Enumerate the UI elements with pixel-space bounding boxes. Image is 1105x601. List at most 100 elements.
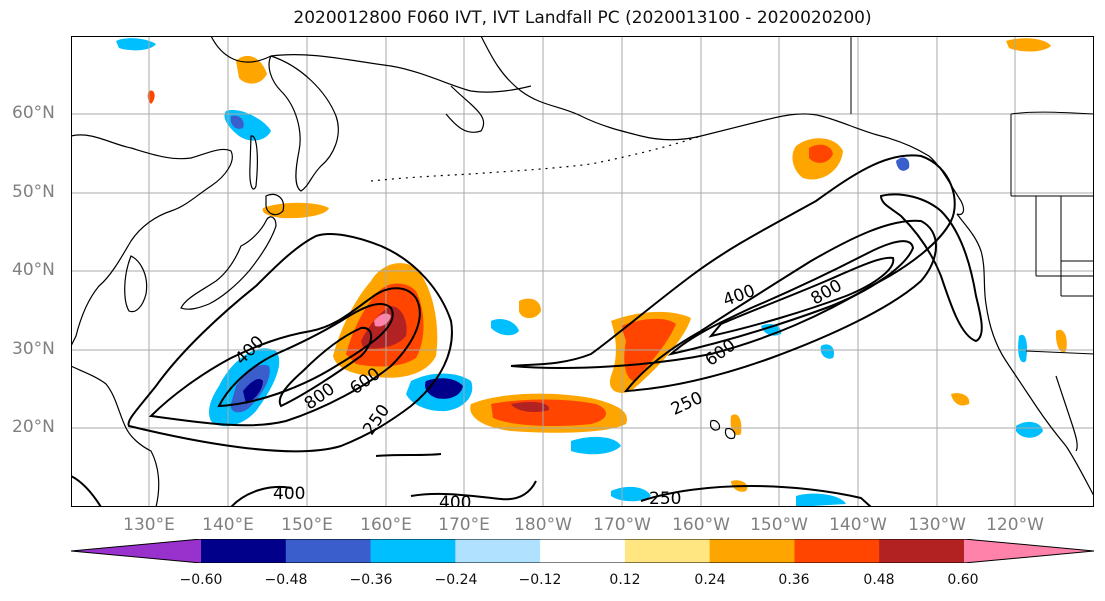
lon-label-120w: 120°W (986, 515, 1044, 535)
blue-shade-south-3 (796, 493, 846, 507)
blue-shade-west-coast (1018, 334, 1028, 363)
lon-label-140e: 140°E (202, 515, 254, 535)
lon-label-170e: 170°E (438, 515, 490, 535)
warm-shade-hawaii (730, 414, 742, 436)
warm-shade-nw-pacific-peak (374, 313, 391, 327)
colorbar-segment (624, 539, 711, 563)
lat-label-60: 60°N (12, 103, 55, 123)
lat-label-20: 20°N (12, 417, 55, 437)
colorbar-extension-high (964, 539, 1094, 563)
warm-shade-east-2 (1055, 329, 1067, 353)
blue-shade-midpacific-core (425, 378, 463, 399)
map-border (71, 36, 1094, 507)
colorbar-tick-label: 0.36 (778, 572, 810, 588)
lon-label-130e: 130°E (123, 515, 175, 535)
coast-china-south (71, 365, 160, 507)
warm-shade-central-north (519, 298, 541, 319)
blue-shade-east-gulf (896, 157, 910, 171)
contour-600-east (667, 240, 915, 356)
blue-shade-topleft (116, 38, 156, 51)
coast-hawaii (709, 419, 721, 431)
colorbar-tick-label: −0.36 (349, 572, 393, 588)
colorbar (71, 539, 1094, 563)
contour-label-400-south-b: 400 (439, 493, 471, 507)
contour-250-south (640, 484, 872, 507)
warm-shade-subtropical-dark (511, 402, 550, 412)
blue-shade-south-2 (611, 486, 651, 502)
contour-600-west (217, 302, 394, 408)
colorbar-tick-label: −0.48 (264, 572, 308, 588)
colorbar-extension-low (71, 539, 201, 563)
contour-400-west (148, 287, 421, 427)
coastlines (71, 36, 1094, 507)
border-canada-prov (1010, 111, 1094, 115)
graticule (71, 36, 1094, 507)
blue-shade-south-1 (571, 436, 621, 455)
colorbar-segment (455, 539, 541, 563)
map-canvas: 400 800 600 250 400 800 600 250 400 400 … (71, 36, 1094, 507)
contour-400-east (623, 219, 937, 393)
warm-shade-nw-pacific-core (361, 306, 407, 349)
coast-kamchatka (268, 55, 339, 192)
colorbar-tick-label: −0.12 (518, 572, 562, 588)
warm-shade-east-1 (951, 393, 970, 406)
warm-shade-subtropical-core (491, 399, 607, 426)
colorbar-segment (285, 539, 372, 563)
ivt-contours (71, 154, 983, 507)
lat-label-40: 40°N (12, 260, 55, 280)
coast-sakhalin (249, 135, 258, 190)
colorbar-tick-label: −0.60 (179, 572, 223, 588)
coast-aleutians (370, 135, 702, 182)
colorbar-segment (709, 539, 795, 563)
colorbar-segment (540, 539, 626, 563)
contour-400-south (230, 485, 292, 507)
warm-shade-ne-corner (1006, 38, 1051, 52)
coast-pacific-northwest (956, 213, 1094, 497)
coast-alaska-gulf (760, 113, 965, 216)
colorbar-tick-label: 0.12 (609, 572, 641, 588)
blue-shade-japan-dark (243, 379, 263, 404)
lon-label-160w: 160°W (672, 515, 730, 535)
coast-baja (1055, 375, 1078, 452)
lon-label-140w: 140°W (829, 515, 887, 535)
lat-label-30: 30°N (12, 339, 55, 359)
colorbar-tick-label: 0.60 (947, 572, 979, 588)
blue-shade-kamchatka-core (230, 115, 244, 129)
coast-hokkaido (265, 193, 285, 216)
contour-250-west (127, 233, 453, 453)
contour-250-east (510, 154, 956, 369)
political-borders (850, 36, 1094, 355)
colorbar-tick-label: −0.24 (434, 572, 478, 588)
lon-label-160e: 160°E (360, 515, 412, 535)
lon-label-180w: 180°W (514, 515, 572, 535)
ivt-pc-negative-shading (116, 38, 1043, 507)
blue-shade-central (491, 319, 519, 336)
blue-shade-east-2 (820, 344, 835, 359)
blue-shade-east-1 (1016, 421, 1043, 438)
lon-label-170w: 170°W (593, 515, 651, 535)
contour-250-nw-america (879, 193, 983, 343)
coast-siberia-north (210, 36, 532, 93)
coast-chukotka (445, 85, 485, 133)
warm-shade-bering (236, 55, 267, 84)
lon-label-130w: 130°W (908, 515, 966, 535)
contour-label-400-south-a: 400 (273, 484, 305, 504)
contour-800-east (708, 256, 895, 338)
coast-hawaii-2 (724, 427, 736, 440)
colorbar-segment (794, 539, 880, 563)
lat-label-50: 50°N (12, 182, 55, 202)
contour-250-south-2 (71, 475, 102, 507)
contour-800-west (278, 326, 373, 408)
map-title: 2020012800 F060 IVT, IVT Landfall PC (20… (293, 8, 872, 28)
lon-label-150w: 150°W (750, 515, 808, 535)
coast-korea (124, 255, 148, 313)
coast-japan-honshu (180, 216, 277, 310)
contour-north-loop (375, 453, 442, 457)
contour-400-south-2 (410, 480, 537, 501)
border-us-mexico (1025, 350, 1094, 355)
coast-east-asia (71, 134, 233, 347)
warm-shade-gulf-alaska-core (809, 144, 833, 163)
colorbar-segments (71, 539, 1094, 563)
colorbar-segment (370, 539, 456, 563)
colorbar-tick-label: 0.48 (863, 572, 895, 588)
